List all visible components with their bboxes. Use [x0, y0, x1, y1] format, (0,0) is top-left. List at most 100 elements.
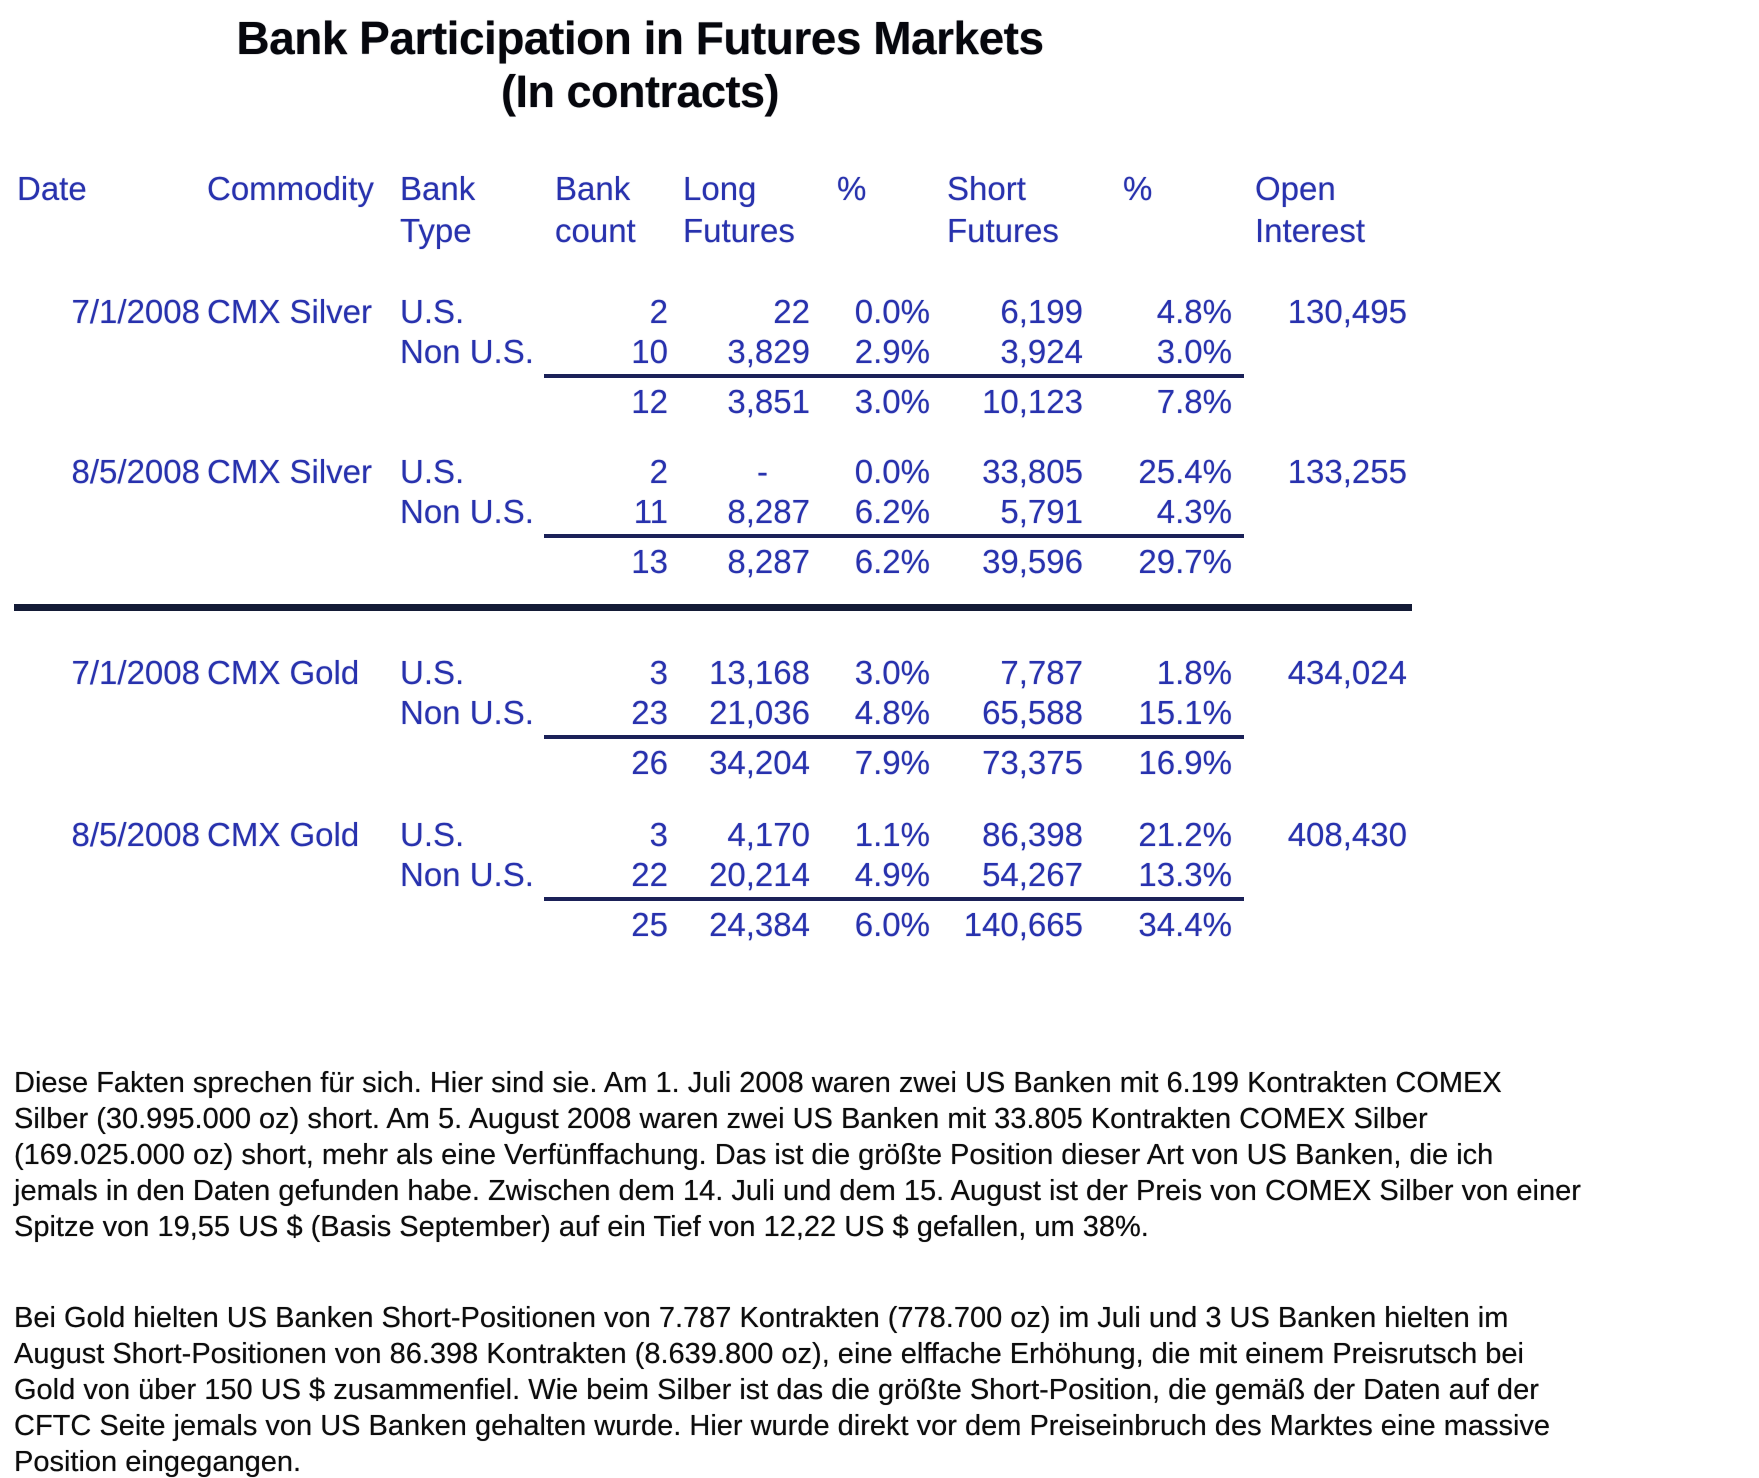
cell-bank-count-total: 13 — [631, 543, 668, 580]
paragraph-line: Gold von über 150 US $ zusammenfiel. Wie… — [14, 1374, 1539, 1406]
totals-rule-row — [0, 735, 1759, 743]
column-header-short-pct: % — [1123, 170, 1153, 207]
table-row-us: 7/1/2008 CMX Silver U.S. 2 22 0.0% 6,199… — [0, 292, 1759, 332]
totals-rule — [544, 374, 1244, 378]
table-row-non-us: Non U.S. 11 8,287 6.2% 5,791 4.3% — [0, 492, 1759, 532]
paragraph-line: August Short-Positionen von 86.398 Kontr… — [14, 1338, 1524, 1370]
cell-short-pct-total: 34.4% — [1138, 906, 1232, 943]
cell-short-futures: 5,791 — [1000, 493, 1083, 530]
cell-commodity: CMX Gold — [207, 816, 360, 853]
table-row-non-us: Non U.S. 10 3,829 2.9% 3,924 3.0% — [0, 332, 1759, 372]
cell-bank-count: 11 — [633, 493, 668, 530]
totals-rule — [544, 735, 1244, 739]
cell-short-pct: 15.1% — [1138, 694, 1232, 731]
paragraph-line: Diese Fakten sprechen für sich. Hier sin… — [14, 1067, 1502, 1099]
cell-bank-type: U.S. — [400, 453, 465, 490]
cell-bank-type: Non U.S. — [400, 694, 534, 731]
cell-long-pct: 6.2% — [854, 493, 930, 530]
cell-long-futures-total: 8,287 — [727, 543, 810, 580]
column-header-long-futures: Long — [683, 170, 757, 207]
cell-long-futures-total: 24,384 — [709, 906, 810, 943]
cell-bank-type: U.S. — [400, 816, 465, 853]
cell-short-pct: 13.3% — [1138, 856, 1232, 893]
cell-bank-count-total: 12 — [631, 383, 668, 420]
cell-short-pct-total: 16.9% — [1138, 744, 1232, 781]
paragraph-line: CFTC Seite jemals von US Banken gehalten… — [14, 1410, 1551, 1442]
cell-long-pct: 2.9% — [854, 333, 930, 370]
column-header-commodity-2 — [200, 210, 400, 252]
cell-short-futures: 33,805 — [982, 453, 1083, 490]
cell-short-pct: 3.0% — [1156, 333, 1232, 370]
column-header-bank-count-2: count — [555, 212, 636, 249]
cell-bank-count-total: 25 — [631, 906, 668, 943]
cell-bank-count-total: 26 — [631, 744, 668, 781]
column-header-long-pct: % — [837, 170, 867, 207]
cell-commodity: CMX Silver — [207, 453, 373, 490]
cell-bank-count: 2 — [649, 293, 668, 330]
cell-short-futures-total: 140,665 — [963, 906, 1083, 943]
cell-long-pct: 1.1% — [854, 816, 930, 853]
cell-short-futures: 3,924 — [1000, 333, 1083, 370]
cell-bank-type: U.S. — [400, 293, 465, 330]
column-header-bank-type-2: Type — [400, 212, 472, 249]
cell-long-pct: 0.0% — [854, 293, 930, 330]
totals-rule — [544, 534, 1244, 538]
column-header-short-futures: Short — [947, 170, 1026, 207]
table-block-gold-august: 8/5/2008 CMX Gold U.S. 3 4,170 1.1% 86,3… — [0, 815, 1759, 945]
cell-bank-count: 3 — [649, 816, 668, 853]
commentary-paragraph-gold: Bei Gold hielten US Banken Short-Positio… — [14, 1300, 1759, 1478]
cell-short-futures: 6,199 — [1000, 293, 1083, 330]
table-header: Date Commodity Bank Bank Long % Short % … — [0, 168, 1759, 252]
column-header-short-futures-2: Futures — [947, 212, 1059, 249]
cell-long-futures-total: 34,204 — [709, 744, 810, 781]
paragraph-line: Spitze von 19,55 US $ (Basis September) … — [14, 1211, 1149, 1243]
cell-long-pct: 3.0% — [854, 654, 930, 691]
cell-short-pct: 25.4% — [1138, 453, 1232, 490]
totals-rule — [544, 897, 1244, 901]
cell-bank-type: Non U.S. — [400, 333, 534, 370]
table-row-non-us: Non U.S. 23 21,036 4.8% 65,588 15.1% — [0, 693, 1759, 733]
paragraph-line: (169.025.000 oz) short, mehr als eine Ve… — [14, 1139, 1494, 1171]
table-row-us: 8/5/2008 CMX Silver U.S. 2 - 0.0% 33,805… — [0, 452, 1759, 492]
cell-bank-type: U.S. — [400, 654, 465, 691]
cell-long-pct-total: 7.9% — [854, 744, 930, 781]
cell-short-futures: 65,588 — [982, 694, 1083, 731]
totals-rule-row — [0, 897, 1759, 905]
cell-long-pct: 4.9% — [854, 856, 930, 893]
column-header-open-interest: Open — [1255, 170, 1336, 207]
cell-bank-type: Non U.S. — [400, 493, 534, 530]
table-row-us: 7/1/2008 CMX Gold U.S. 3 13,168 3.0% 7,7… — [0, 653, 1759, 693]
cell-long-pct-total: 6.0% — [854, 906, 930, 943]
cell-short-futures-total: 39,596 — [982, 543, 1083, 580]
cell-open-interest: 408,430 — [1287, 816, 1407, 853]
cell-short-pct: 1.8% — [1156, 654, 1232, 691]
table-header-row-2: Type count Futures Futures Interest — [0, 210, 1759, 252]
cell-short-pct-total: 7.8% — [1156, 383, 1232, 420]
column-header-long-pct-2 — [812, 210, 932, 252]
column-header-date: Date — [17, 170, 87, 207]
cell-short-pct: 4.8% — [1156, 293, 1232, 330]
table-block-silver-august: 8/5/2008 CMX Silver U.S. 2 - 0.0% 33,805… — [0, 452, 1759, 582]
table-row-us: 8/5/2008 CMX Gold U.S. 3 4,170 1.1% 86,3… — [0, 815, 1759, 855]
cell-date: 8/5/2008 — [71, 453, 200, 490]
cell-short-pct: 4.3% — [1156, 493, 1232, 530]
page-title: Bank Participation in Futures Markets — [236, 12, 1044, 64]
cell-date: 7/1/2008 — [71, 293, 200, 330]
cell-commodity: CMX Gold — [207, 654, 360, 691]
cell-open-interest: 133,255 — [1287, 453, 1407, 490]
table-row-total: 26 34,204 7.9% 73,375 16.9% — [0, 743, 1759, 783]
cell-commodity: CMX Silver — [207, 293, 373, 330]
cell-short-pct-total: 29.7% — [1138, 543, 1232, 580]
bank-participation-table: Date Commodity Bank Bank Long % Short % … — [0, 168, 1759, 945]
cell-short-futures: 86,398 — [982, 816, 1083, 853]
cell-long-futures: 22 — [773, 293, 810, 330]
column-header-commodity: Commodity — [207, 170, 374, 207]
cell-long-pct: 0.0% — [854, 453, 930, 490]
table-row-total: 25 24,384 6.0% 140,665 34.4% — [0, 905, 1759, 945]
cell-long-futures: - — [757, 453, 768, 490]
table-row-total: 12 3,851 3.0% 10,123 7.8% — [0, 382, 1759, 422]
table-header-row-1: Date Commodity Bank Bank Long % Short % … — [0, 168, 1759, 210]
paragraph-line: Bei Gold hielten US Banken Short-Positio… — [14, 1302, 1509, 1334]
cell-open-interest: 130,495 — [1287, 293, 1407, 330]
